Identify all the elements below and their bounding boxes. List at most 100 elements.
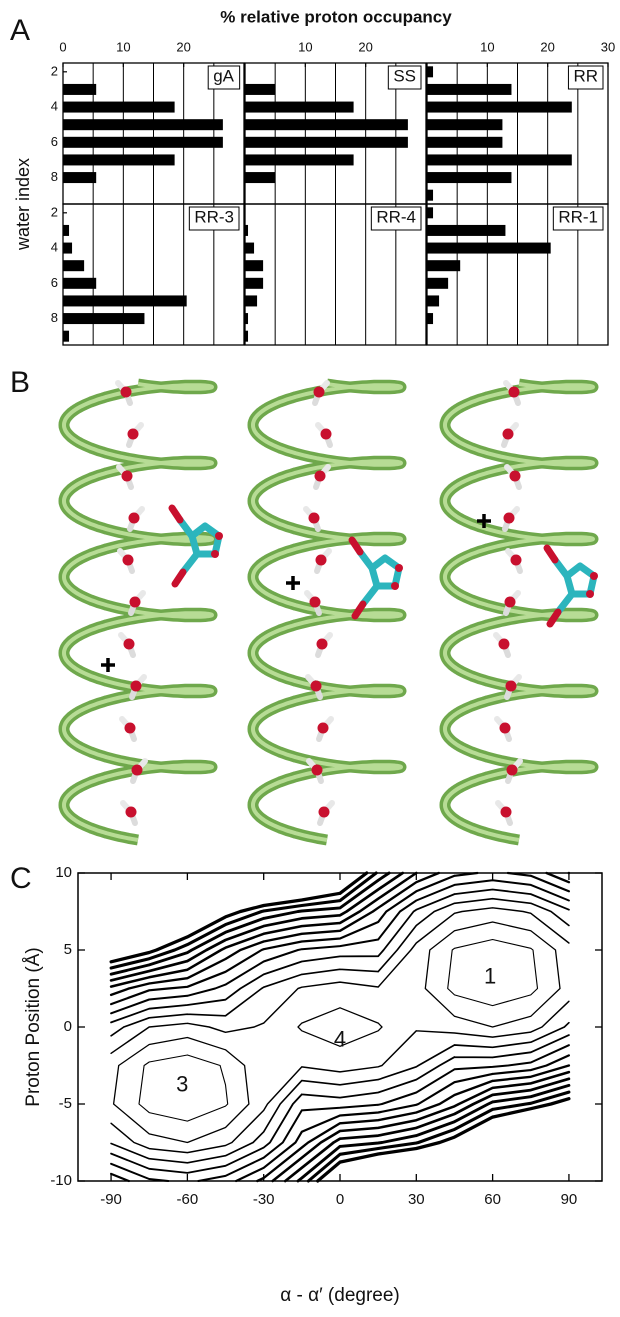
water-oxygen — [317, 639, 328, 650]
lactone-oxygen — [395, 564, 403, 572]
water-oxygen — [511, 555, 522, 566]
y-tick-label: 8 — [51, 169, 58, 184]
water-oxygen — [125, 723, 136, 734]
water-oxygen — [123, 555, 134, 566]
water-oxygen — [499, 639, 510, 650]
y-tick-label: 0 — [64, 1018, 72, 1035]
panel-a-title: % relative proton occupancy — [220, 7, 452, 26]
x-tick-label: 10 — [298, 39, 312, 54]
y-tick-label: 2 — [51, 204, 58, 219]
bar — [63, 84, 96, 95]
water-oxygen — [509, 387, 520, 398]
bar — [427, 84, 511, 95]
bar — [63, 172, 96, 183]
contour-annotation: 3 — [176, 1071, 188, 1096]
lactone-oxygen — [211, 550, 219, 558]
water-oxygen — [500, 723, 511, 734]
bar — [63, 225, 69, 236]
bar — [427, 295, 439, 306]
bar — [427, 137, 502, 148]
water-oxygen — [309, 513, 320, 524]
water-oxygen — [130, 597, 141, 608]
bar — [245, 154, 354, 165]
water-oxygen — [510, 471, 521, 482]
bar — [63, 331, 69, 342]
water-oxygen — [504, 513, 515, 524]
y-tick-label: 2 — [51, 63, 58, 78]
x-tick-label: 30 — [408, 1191, 425, 1208]
x-tick-label: 30 — [601, 39, 615, 54]
bar — [427, 278, 448, 289]
water-oxygen — [503, 429, 514, 440]
x-tick-label: 20 — [358, 39, 372, 54]
water-oxygen — [129, 513, 140, 524]
subplot-title: SS — [393, 66, 416, 85]
water-oxygen — [507, 765, 518, 776]
contour-annotation: 4 — [334, 1027, 346, 1052]
subplot-title: gA — [213, 66, 234, 85]
water-oxygen — [311, 681, 322, 692]
panel-label: A — [10, 14, 30, 47]
y-tick-label: -5 — [59, 1095, 72, 1112]
panel-a-ylabel: water index — [13, 158, 33, 251]
y-tick-label: -10 — [50, 1172, 72, 1189]
water-oxygen — [310, 597, 321, 608]
bar — [63, 278, 96, 289]
water-oxygen — [318, 723, 329, 734]
panel-label: B — [10, 366, 30, 399]
bar — [245, 278, 263, 289]
subplot-title: RR-1 — [558, 207, 598, 226]
x-tick-label: 0 — [336, 1191, 344, 1208]
figure: A B C % relative proton occupancy water inde… — [0, 0, 620, 1317]
water-oxygen — [315, 471, 326, 482]
contour-annotation: 1 — [484, 964, 496, 989]
bar — [427, 243, 551, 254]
bar — [427, 190, 433, 201]
bar — [245, 172, 275, 183]
lactone-oxygen — [215, 532, 223, 540]
bar — [427, 154, 572, 165]
y-axis-label: Proton Position (Å) — [23, 947, 44, 1106]
bar — [63, 154, 175, 165]
lactone-oxygen — [590, 572, 598, 580]
water-oxygen — [321, 429, 332, 440]
y-tick-label: 6 — [51, 275, 58, 290]
x-tick-label: 90 — [561, 1191, 578, 1208]
bar — [427, 313, 433, 324]
bar — [245, 295, 257, 306]
water-oxygen — [131, 681, 142, 692]
x-tick-label: -30 — [253, 1191, 275, 1208]
x-tick-label: 20 — [540, 39, 554, 54]
water-oxygen — [314, 387, 325, 398]
x-tick-label: 60 — [484, 1191, 501, 1208]
water-oxygen — [312, 765, 323, 776]
lactone-oxygen — [391, 582, 399, 590]
subplot-title: RR — [573, 66, 598, 85]
y-tick-label: 10 — [55, 864, 72, 881]
bar — [427, 102, 572, 113]
water-oxygen — [124, 639, 135, 650]
water-oxygen — [319, 807, 330, 818]
subplot-title: RR-4 — [376, 207, 416, 226]
water-oxygen — [126, 807, 137, 818]
bar — [63, 295, 187, 306]
water-oxygen — [505, 597, 516, 608]
x-tick-label: -60 — [177, 1191, 199, 1208]
bar — [63, 119, 223, 130]
bar — [63, 260, 84, 271]
y-tick-label: 4 — [51, 240, 58, 255]
water-oxygen — [316, 555, 327, 566]
water-oxygen — [132, 765, 143, 776]
bar — [427, 207, 433, 218]
x-tick-label: 0 — [59, 39, 66, 54]
bar — [63, 137, 223, 148]
panel-label: C — [10, 862, 32, 895]
x-tick-label: -90 — [100, 1191, 122, 1208]
bar — [245, 137, 408, 148]
y-tick-label: 5 — [64, 941, 72, 958]
x-tick-label: 10 — [480, 39, 494, 54]
water-oxygen — [128, 429, 139, 440]
water-oxygen — [121, 387, 132, 398]
bar — [427, 172, 511, 183]
water-oxygen — [506, 681, 517, 692]
